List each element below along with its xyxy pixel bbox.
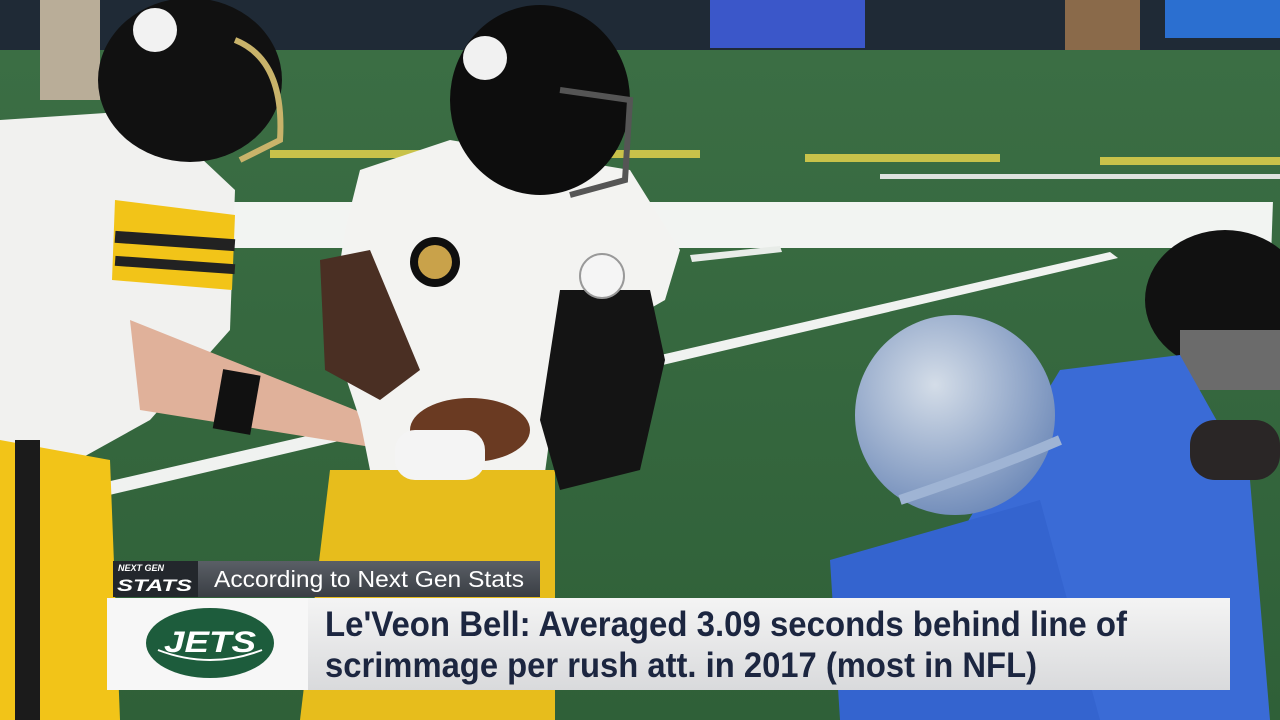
- source-logo-bottom: STATS: [117, 576, 193, 595]
- source-bar: NEXT GEN STATS According to Next Gen Sta…: [113, 561, 540, 597]
- sideline-box: [1065, 0, 1140, 50]
- headline-line: Le'Veon Bell: Averaged 3.09 seconds behi…: [325, 605, 1127, 644]
- hash-mark: [690, 246, 782, 262]
- source-text-box: [198, 561, 540, 597]
- hash-mark: [805, 154, 1000, 162]
- headline-panel: [308, 598, 1230, 690]
- hash-mark: [1100, 157, 1280, 165]
- hash-mark: [880, 174, 1280, 179]
- sideline-pad: [710, 0, 865, 48]
- sideline-pad: [1165, 0, 1280, 38]
- headline-line: scrimmage per rush att. in 2017 (most in…: [325, 646, 1037, 685]
- player-quarterback: [0, 0, 390, 720]
- source-text: According to Next Gen Stats: [214, 566, 524, 592]
- headline-bar: JETS Le'Veon Bell: Averaged 3.09 seconds…: [107, 598, 1230, 690]
- player-running-back: [300, 5, 680, 720]
- source-logo-top: NEXT GEN: [118, 563, 165, 573]
- team-logo-text: JETS: [164, 626, 256, 659]
- source-logo-box: [113, 561, 198, 597]
- team-logo-oval: [146, 608, 274, 678]
